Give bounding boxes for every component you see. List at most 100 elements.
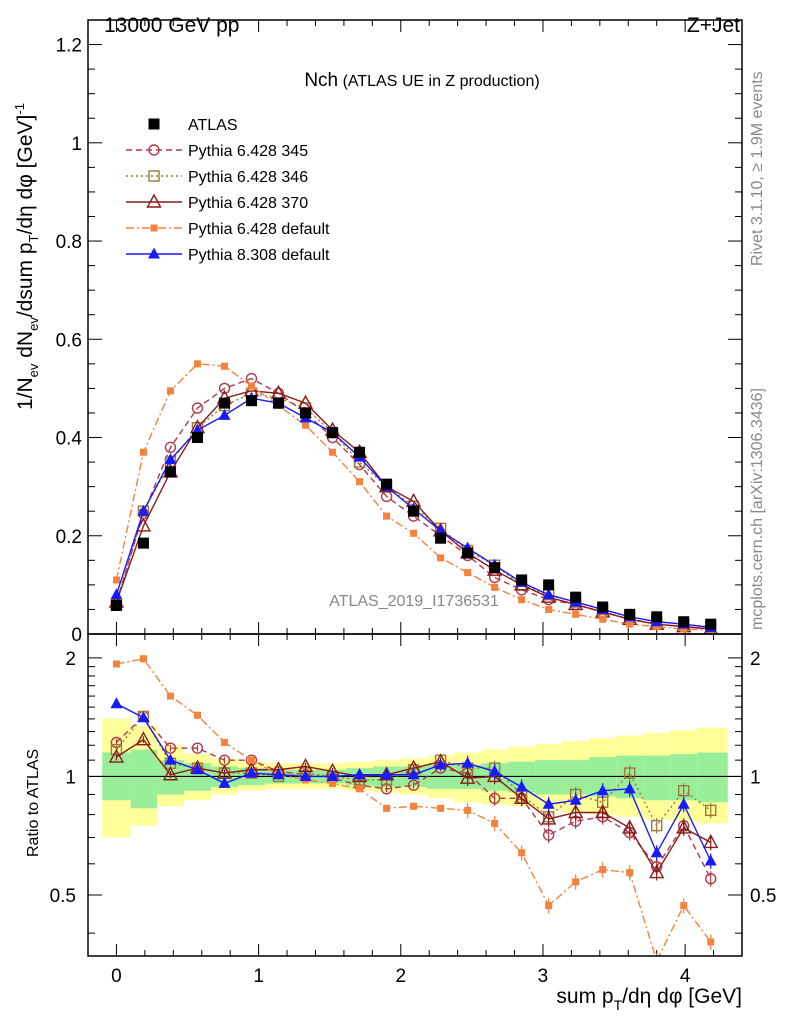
series-4-point bbox=[220, 362, 228, 370]
series-3-ratio-point bbox=[676, 819, 692, 834]
series-4-point bbox=[545, 605, 553, 613]
series-5-ratio-point bbox=[623, 782, 636, 794]
series-3-ratio-point bbox=[703, 833, 719, 849]
series-5-point bbox=[434, 524, 447, 536]
ratio-y-tick-label-right: 0.5 bbox=[750, 886, 776, 907]
series-5-ratio-point bbox=[596, 784, 609, 796]
series-2-ratio-point bbox=[623, 767, 636, 779]
series-4-ratio-point bbox=[518, 849, 526, 857]
series-4-ratio-point bbox=[626, 869, 634, 877]
series-5-ratio-point bbox=[461, 756, 474, 768]
legend-series-4-marker bbox=[150, 224, 158, 232]
atlas-data-point bbox=[597, 601, 609, 613]
main-panel-frame bbox=[87, 19, 743, 635]
atlas-data-point bbox=[705, 618, 717, 630]
series-2-ratio-point bbox=[650, 819, 663, 832]
series-1-ratio-point bbox=[705, 872, 717, 885]
series-1-point bbox=[218, 382, 231, 395]
series-3-ratio-point bbox=[459, 769, 476, 784]
series-4-ratio-point bbox=[464, 806, 472, 814]
series-3-ratio-point bbox=[649, 864, 665, 879]
legend-atlas-marker bbox=[148, 118, 160, 130]
series-5-ratio-point bbox=[245, 766, 258, 778]
atlas-data-point bbox=[651, 611, 663, 623]
series-4-ratio-point bbox=[383, 804, 391, 812]
series-4-ratio-point bbox=[545, 902, 553, 910]
atlas-data-point bbox=[435, 532, 447, 544]
series-3-ratio-point bbox=[135, 731, 152, 746]
series-5-ratio-point bbox=[299, 769, 312, 781]
series-4-ratio-point bbox=[707, 938, 715, 946]
series-5-ratio-point bbox=[515, 780, 528, 792]
series-4-ratio-point bbox=[491, 819, 499, 827]
legend-series-1-label: Pythia 6.428 345 bbox=[188, 143, 308, 160]
series-5-point bbox=[218, 408, 231, 420]
series-4-point bbox=[383, 512, 391, 520]
series-4-point bbox=[491, 583, 499, 591]
series-2-line bbox=[115, 392, 711, 628]
stat-uncertainty-band bbox=[643, 755, 671, 801]
series-4-ratio-point bbox=[410, 802, 418, 810]
series-5-ratio-point bbox=[569, 793, 582, 805]
series-2-ratio-point bbox=[678, 785, 690, 797]
main-panel: 0 0.2 0.4 0.6 0.8 1 1.2 bbox=[56, 20, 742, 646]
series-5-ratio-point bbox=[434, 758, 447, 770]
analysis-label: ATLAS_2019_I1736531 bbox=[329, 593, 499, 610]
series-3-ratio-point bbox=[567, 804, 584, 819]
series-3-ratio-point bbox=[162, 766, 179, 781]
x-tick-label: 1 bbox=[253, 966, 264, 987]
series-5-ratio-point bbox=[164, 753, 177, 765]
series-5-ratio-point bbox=[110, 697, 123, 709]
series-1-ratio-point bbox=[407, 779, 420, 791]
series-4-point bbox=[653, 623, 661, 631]
series-5-point bbox=[164, 453, 177, 465]
series-4-ratio-point bbox=[193, 711, 201, 719]
atlas-data-point bbox=[218, 397, 230, 409]
series-5-point bbox=[542, 588, 555, 600]
series-5-ratio-point bbox=[218, 776, 231, 788]
series-3-line bbox=[115, 390, 711, 630]
series-1-ratio-point bbox=[164, 742, 177, 754]
series-2-ratio-line bbox=[115, 715, 712, 827]
atlas-data-point bbox=[516, 574, 528, 586]
series-2-ratio-point bbox=[705, 804, 717, 817]
atlas-data-point bbox=[624, 608, 636, 620]
atlas-data-point bbox=[678, 616, 690, 628]
series-4-point bbox=[193, 360, 201, 368]
atlas-data-point bbox=[137, 537, 149, 549]
series-4-point bbox=[302, 421, 310, 429]
legend-series-2-marker bbox=[148, 170, 160, 182]
series-1-point bbox=[488, 571, 501, 584]
series-4-point bbox=[139, 448, 147, 456]
series-1-ratio-point bbox=[380, 783, 393, 795]
series-4-point bbox=[599, 615, 607, 623]
y-axis-title-bottom: Ratio to ATLAS bbox=[25, 749, 42, 857]
legend: ATLAS Pythia 6.428 345 Pythia 6.428 346 Pyt… bbox=[126, 117, 330, 264]
series-5-ratio-point bbox=[677, 797, 690, 809]
series-1-ratio-point bbox=[245, 754, 258, 766]
header-energy-label: 13000 GeV pp bbox=[104, 14, 239, 37]
series-3-ratio-point bbox=[108, 748, 125, 763]
series-5-ratio-point bbox=[704, 854, 717, 866]
y-tick-label: 0.8 bbox=[56, 232, 82, 253]
y-tick-label: 0.4 bbox=[56, 429, 83, 450]
atlas-data-point bbox=[381, 478, 393, 490]
stat-uncertainty-band bbox=[697, 752, 728, 803]
series-4-point bbox=[518, 596, 526, 604]
legend-series-2-label: Pythia 6.428 346 bbox=[188, 169, 308, 186]
series-4-point bbox=[680, 625, 688, 633]
series-4-line bbox=[115, 363, 711, 631]
series-5-ratio-point bbox=[137, 711, 150, 723]
y-axis-title-top: 1/Nev dNev/dsum pT/dη dφ [GeV]-1 bbox=[12, 103, 41, 410]
series-4-point bbox=[112, 576, 120, 584]
series-1-point bbox=[191, 402, 204, 414]
legend-atlas-label: ATLAS bbox=[188, 117, 238, 134]
series-4-point bbox=[437, 554, 445, 562]
x-axis-title: sum pT/dη dφ [GeV] bbox=[556, 985, 742, 1013]
y-tick-label: 0.2 bbox=[56, 527, 82, 548]
main-series bbox=[108, 360, 718, 634]
series-3-point bbox=[135, 517, 152, 532]
series-4-ratio-point bbox=[356, 785, 364, 793]
series-4-point bbox=[248, 382, 255, 390]
series-4-ratio-line bbox=[116, 657, 712, 956]
